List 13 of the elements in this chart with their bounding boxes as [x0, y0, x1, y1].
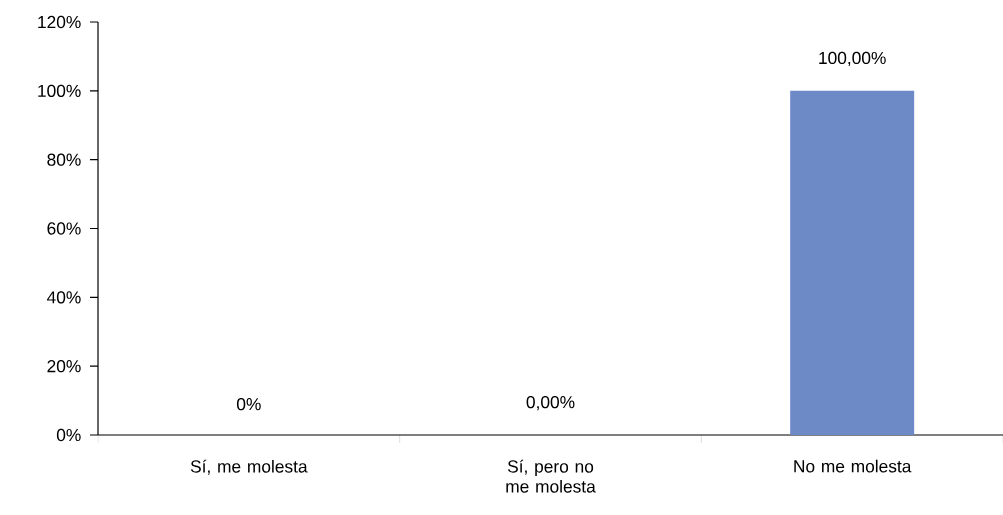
- y-tick-label: 120%: [38, 15, 81, 29]
- y-tick-label: 20%: [47, 360, 81, 373]
- y-tick-label: 100%: [38, 84, 81, 97]
- y-tick-label: 40%: [47, 291, 81, 304]
- y-tick-label: 60%: [47, 222, 81, 235]
- data-label: 0,00%: [526, 395, 575, 411]
- x-tick-label: Sí, pero no me molesta: [506, 459, 596, 493]
- x-tick-label: Sí, me molesta: [190, 459, 308, 475]
- data-label: 100,00%: [819, 51, 886, 67]
- y-tick-label: 0%: [56, 428, 81, 442]
- data-label: 0%: [236, 398, 261, 411]
- y-tick-label: 80%: [47, 153, 81, 166]
- x-tick-label: No me molesta: [794, 459, 912, 473]
